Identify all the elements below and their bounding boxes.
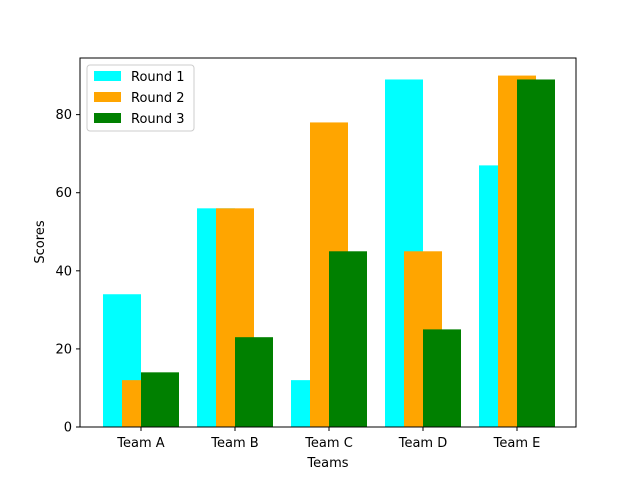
y-tick-label: 20 [55,342,72,357]
legend-swatch-3 [94,113,121,123]
y-tick-label: 0 [64,421,72,436]
legend: Round 1 Round 2 Round 3 [86,64,195,132]
legend-label-3: Round 3 [131,112,185,127]
x-tick-label: Team C [304,436,353,451]
x-tick-label: Team B [210,436,258,451]
legend-label-2: Round 2 [131,91,185,106]
y-tick-label: 60 [55,186,72,201]
legend-label-1: Round 1 [131,70,185,85]
x-axis-label: Teams [306,456,348,471]
bar-3-4 [423,329,461,427]
plot-frame [79,57,577,428]
y-tick-label: 40 [55,264,72,279]
x-axis: Team A Team B Team C Team D Team E [116,427,540,451]
bars-group [103,75,555,428]
legend-swatch-2 [94,92,121,102]
x-tick-label: Team E [493,436,541,451]
x-tick-label: Team D [398,436,448,451]
legend-swatch-1 [94,71,121,81]
y-tick-label: 80 [55,108,72,123]
y-axis: 0 20 40 60 80 [55,108,80,436]
y-axis-label: Scores [33,220,48,263]
bar-3-3 [329,251,367,427]
bar-3-1 [141,372,179,427]
bar-3-2 [235,337,273,427]
x-tick-label: Team A [116,436,164,451]
bar-3-5 [517,79,555,427]
